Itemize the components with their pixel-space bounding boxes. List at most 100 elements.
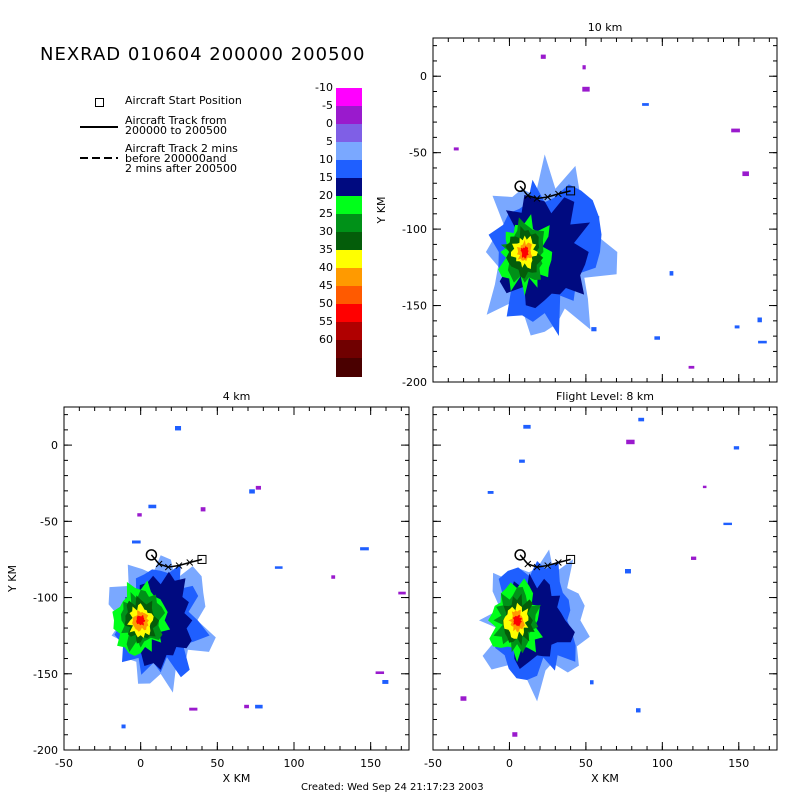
colorbar-label: 60 (319, 333, 333, 346)
colorbar-segment (336, 142, 362, 161)
reflectivity-region (512, 614, 522, 627)
colorbar-label: -10 (315, 81, 333, 94)
echo-speck (734, 325, 740, 329)
echo-speck (625, 569, 631, 574)
echo-speck (591, 327, 597, 332)
reflectivity-region (114, 563, 210, 678)
aircraft-track-line (519, 185, 571, 200)
colorbar-segment (336, 358, 362, 377)
aircraft-track-line (150, 554, 203, 568)
echo-speck (255, 704, 263, 709)
echo-speck (249, 489, 255, 494)
aircraft-track-x-marker (164, 563, 172, 571)
reflectivity-region (120, 589, 166, 652)
echo-speck (626, 439, 635, 445)
aircraft-track-x-marker (544, 562, 552, 569)
panel-title: Flight Level: 8 km (556, 390, 654, 403)
colorbar-segment (336, 340, 362, 359)
echo-speck (691, 556, 697, 560)
aircraft-end-marker (514, 549, 526, 561)
x-tick-label: 0 (506, 757, 513, 770)
aircraft-track-x-marker (175, 562, 183, 569)
panel-title: 4 km (223, 390, 251, 403)
echo-speck (200, 507, 206, 512)
panel-title: 10 km (588, 21, 623, 34)
x-tick-label: -50 (55, 757, 73, 770)
echo-speck (375, 671, 385, 675)
x-axis-label: X KM (591, 772, 619, 785)
echo-speck (638, 417, 645, 422)
reflectivity-region (112, 580, 171, 656)
echo-speck (733, 446, 740, 450)
aircraft-track-x-marker (544, 193, 552, 201)
aircraft-start-marker (197, 554, 207, 564)
reflectivity-region (498, 214, 553, 296)
reflectivity-region (488, 179, 602, 336)
echo-speck (132, 540, 141, 544)
aircraft-track-line (519, 554, 571, 568)
colorbar-label: 15 (319, 171, 333, 184)
echo-speck (758, 340, 767, 344)
colorbar-segment (336, 88, 362, 107)
colorbar-label: 30 (319, 225, 333, 238)
echo-speck (189, 707, 198, 711)
aircraft-end-marker (514, 180, 526, 193)
aircraft-track-x-marker (186, 559, 194, 566)
echo-speck (274, 566, 283, 569)
reflectivity-region (124, 595, 160, 644)
aircraft-start-marker (566, 554, 576, 564)
reflectivity-region (495, 560, 576, 680)
solid-line-icon (80, 126, 118, 128)
reflectivity-region (501, 573, 575, 669)
echo-speck (723, 522, 732, 526)
colorbar-segment (336, 214, 362, 233)
y-tick-label: -50 (409, 147, 427, 160)
y-tick-label: 0 (420, 70, 427, 83)
reflectivity-region (503, 602, 529, 639)
echo-speck (175, 426, 182, 431)
reflectivity-region (108, 555, 216, 693)
reflectivity-region (125, 571, 193, 670)
aircraft-track-x-marker (155, 560, 163, 568)
colorbar-label: 5 (326, 135, 333, 148)
echo-speck (688, 365, 695, 369)
dashed-line-icon (80, 157, 118, 159)
colorbar-segment (336, 178, 362, 197)
echo-speck (360, 547, 369, 551)
y-tick-label: -100 (402, 223, 427, 236)
panel-frame (432, 37, 778, 383)
echo-speck (382, 680, 389, 684)
echo-speck (398, 591, 406, 595)
aircraft-track-x-marker (555, 559, 562, 566)
x-tick-label: 50 (210, 757, 224, 770)
y-tick-label: -50 (40, 515, 58, 528)
echo-speck (636, 708, 641, 713)
reflectivity-region (485, 154, 618, 336)
colorbar-label: 45 (319, 279, 333, 292)
x-tick-label: 100 (284, 757, 305, 770)
colorbar-segment (336, 160, 362, 179)
colorbar-segment (336, 268, 362, 287)
colorbar-segment (336, 124, 362, 143)
x-axis-label: X KM (223, 772, 251, 785)
y-tick-label: -200 (33, 744, 58, 757)
created-timestamp: Created: Wed Sep 24 21:17:23 2003 (301, 782, 484, 793)
aircraft-track-x-marker (555, 190, 562, 198)
x-tick-label: 150 (728, 757, 749, 770)
echo-speck (487, 491, 494, 494)
echo-speck (582, 65, 586, 70)
echo-speck (453, 147, 459, 151)
colorbar-label: 55 (319, 315, 333, 328)
aircraft-track-x-marker (533, 563, 541, 571)
y-tick-label: -150 (402, 300, 427, 313)
colorbar-label: 20 (319, 189, 333, 202)
reflectivity-region (499, 194, 591, 309)
echo-speck (255, 485, 261, 490)
panel-frame (63, 406, 410, 751)
square-marker-icon (95, 98, 104, 107)
reflectivity-region (127, 603, 154, 638)
page-title: NEXRAD 010604 200000 200500 (40, 44, 366, 65)
echo-speck (669, 271, 674, 276)
echo-speck (731, 128, 740, 133)
